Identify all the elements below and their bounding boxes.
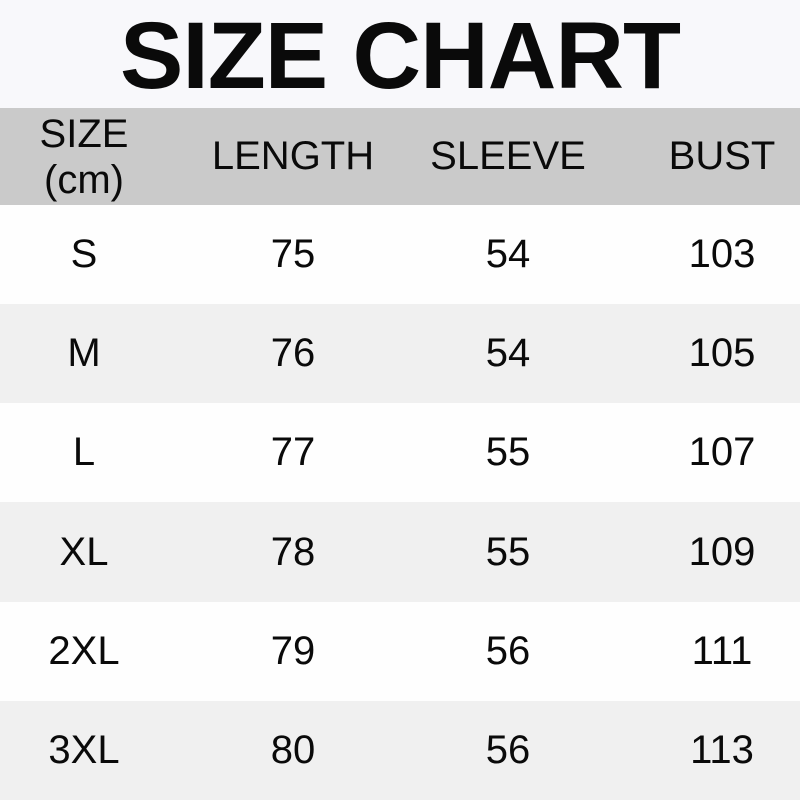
cell-sleeve: 55 [485, 430, 531, 475]
cell-bust: 103 [688, 232, 756, 277]
cell-length: 76 [270, 331, 316, 376]
table-row-2xl: 2XL 79 56 111 [0, 601, 800, 701]
column-header-size-label: SIZE [39, 111, 129, 156]
cell-size: L [72, 430, 96, 475]
cell-size: S [70, 232, 98, 277]
cell-length: 79 [270, 628, 316, 673]
table-row-xl: XL 78 55 109 [0, 502, 800, 602]
table-row-l: L 77 55 107 [0, 403, 800, 503]
column-header-size-unit: (cm) [44, 157, 124, 202]
cell-bust: 109 [688, 529, 756, 574]
table-header: SIZE (cm) LENGTH SLEEVE BUST [0, 108, 800, 205]
page-title: SIZE CHART [120, 2, 681, 109]
cell-sleeve: 56 [485, 727, 531, 772]
table-row-s: S 75 54 103 [0, 205, 800, 305]
cell-size: XL [59, 529, 109, 574]
cell-sleeve: 54 [485, 331, 531, 376]
size-chart-table: SIZE (cm) LENGTH SLEEVE BUST S 75 54 103… [0, 108, 800, 800]
cell-bust: 107 [688, 430, 756, 475]
cell-bust: 105 [688, 331, 756, 376]
cell-length: 78 [270, 529, 316, 574]
cell-bust: 111 [691, 628, 753, 673]
title-bar: SIZE CHART [0, 0, 800, 108]
cell-size: M [67, 331, 101, 376]
cell-sleeve: 55 [485, 529, 531, 574]
column-header-bust: BUST [668, 134, 776, 178]
cell-bust: 113 [690, 727, 754, 772]
column-header-size: SIZE (cm) [0, 108, 168, 205]
table-row-m: M 76 54 105 [0, 304, 800, 404]
cell-sleeve: 54 [485, 232, 531, 277]
table-body: S 75 54 103 M 76 54 105 L 77 55 107 XL 7… [0, 205, 800, 800]
table-row-3xl: 3XL 80 56 113 [0, 700, 800, 800]
column-header-sleeve: SLEEVE [430, 134, 586, 178]
header-row: SIZE (cm) LENGTH SLEEVE BUST [0, 108, 800, 205]
cell-length: 77 [270, 430, 316, 475]
cell-size: 3XL [48, 727, 120, 772]
cell-size: 2XL [48, 628, 120, 673]
cell-length: 75 [270, 232, 316, 277]
cell-length: 80 [270, 727, 316, 772]
column-header-length: LENGTH [211, 134, 375, 178]
cell-sleeve: 56 [485, 628, 531, 673]
